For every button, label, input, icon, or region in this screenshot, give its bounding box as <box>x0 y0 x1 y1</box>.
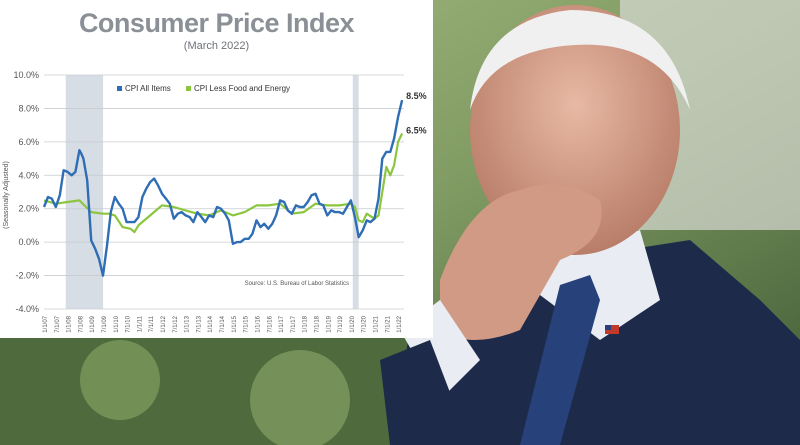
y-tick-label: 0.0% <box>18 237 39 247</box>
x-tick-label: 7/1/12 <box>173 315 179 332</box>
cpi-line-chart: 10.0% 8.0% 6.0% 4.0% 2.0% 0.0% -2.0% -4.0% 1/1/0… <box>3 70 427 333</box>
y-tick-label: 6.0% <box>18 137 39 147</box>
x-tick-label: 7/1/13 <box>196 315 202 332</box>
chart-panel: Consumer Price Index (March 2022) 10.0% 8… <box>0 0 433 338</box>
chart-subtitle: (March 2022) <box>183 40 250 52</box>
series-line-cpi-all-items <box>42 99 404 277</box>
legend-label-1: CPI Less Food and Energy <box>194 84 290 93</box>
legend-swatch-0 <box>117 86 122 91</box>
x-tick-label: 7/1/16 <box>267 315 273 332</box>
x-tick-label: 1/1/16 <box>255 315 261 332</box>
hand-shape <box>440 184 602 340</box>
y-tick-label: 2.0% <box>18 204 39 214</box>
x-tick-label: 1/1/08 <box>67 315 73 332</box>
x-tick-label: 7/1/15 <box>244 315 250 332</box>
x-tick-label: 7/1/11 <box>149 315 155 332</box>
series-end-label: 8.5% <box>406 91 427 101</box>
x-tick-label: 1/1/12 <box>161 315 167 332</box>
x-tick-label: 7/1/10 <box>126 315 132 332</box>
recession-shade-1 <box>352 75 359 309</box>
y-tick-label: -4.0% <box>15 304 39 314</box>
x-tick-label: 1/1/19 <box>326 315 332 332</box>
x-tick-label: 1/1/14 <box>208 315 214 332</box>
x-tick-label: 7/1/21 <box>385 315 391 332</box>
x-tick-label: 1/1/15 <box>232 315 238 332</box>
y-tick-label: 8.0% <box>18 103 39 113</box>
y-tick-label: -2.0% <box>15 271 39 281</box>
x-tick-label: 1/1/17 <box>279 315 285 332</box>
x-tick-label: 7/1/20 <box>362 315 368 332</box>
x-tick-label: 1/1/20 <box>350 315 356 332</box>
x-tick-label: 1/1/10 <box>114 315 120 332</box>
chart-title: Consumer Price Index <box>78 8 355 38</box>
x-tick-label: 1/1/07 <box>43 315 49 332</box>
x-tick-label: 1/1/22 <box>397 315 403 332</box>
recession-shade-0 <box>65 75 104 309</box>
legend-swatch-1 <box>186 86 191 91</box>
x-tick-label: 1/1/11 <box>137 315 143 332</box>
x-tick-label: 7/1/17 <box>291 315 297 332</box>
legend-label-0: CPI All Items <box>125 84 171 93</box>
source-note: Source: U.S. Bureau of Labor Statistics <box>245 281 349 287</box>
x-tick-label: 7/1/14 <box>220 315 226 332</box>
x-tick-label: 1/1/09 <box>90 315 96 332</box>
x-tick-label: 7/1/19 <box>338 315 344 332</box>
x-tick-label: 7/1/08 <box>78 315 84 332</box>
x-tick-label: 1/1/21 <box>373 315 379 332</box>
y-tick-label: 4.0% <box>18 170 39 180</box>
y-tick-label: 10.0% <box>13 70 39 80</box>
x-tick-label: 1/1/18 <box>303 315 309 332</box>
x-tick-label: 7/1/18 <box>314 315 320 332</box>
y-axis-label: (Seasonally Adjusted) <box>3 161 10 229</box>
x-tick-label: 1/1/13 <box>185 315 191 332</box>
x-tick-label: 7/1/07 <box>55 315 61 332</box>
series-end-label: 6.5% <box>406 126 427 136</box>
x-tick-label: 7/1/09 <box>102 315 108 332</box>
